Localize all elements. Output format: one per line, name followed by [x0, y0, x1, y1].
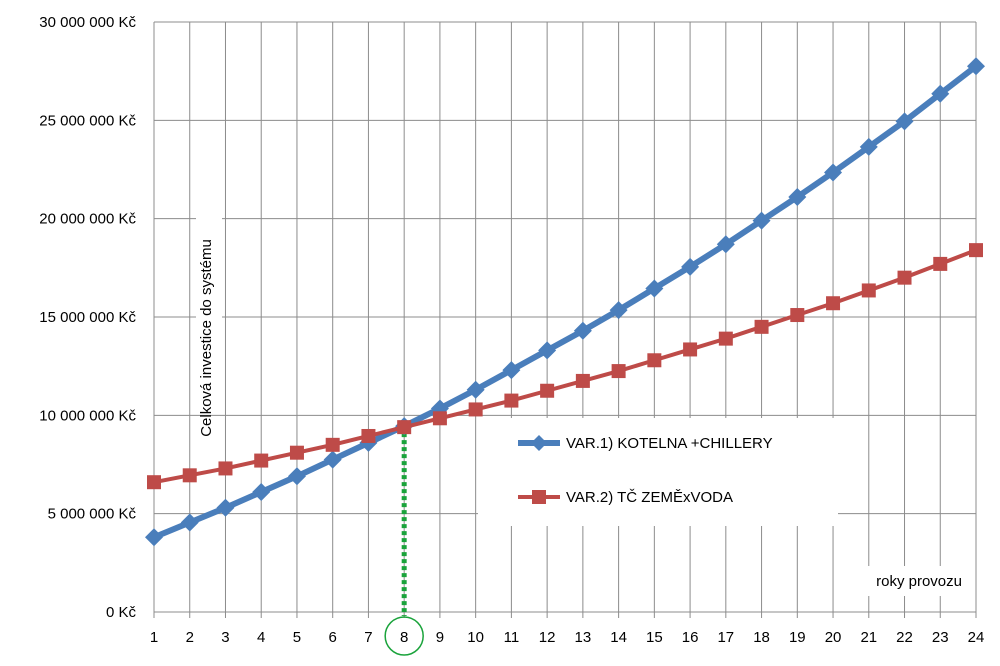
x-tick-label: 2: [186, 629, 194, 646]
x-tick-label: 19: [789, 629, 806, 646]
data-point-diamond: [502, 361, 521, 380]
data-point-square: [218, 461, 233, 476]
x-tick-label: 18: [753, 629, 770, 646]
data-point-square: [361, 428, 376, 443]
data-point-square: [147, 475, 161, 490]
legend-marker-square: [532, 490, 546, 504]
data-point-diamond: [145, 528, 163, 547]
x-tick-label: 3: [221, 629, 229, 646]
data-point-square: [933, 256, 948, 271]
data-point-diamond: [716, 235, 735, 254]
data-point-square: [861, 283, 876, 298]
data-point-diamond: [859, 137, 878, 156]
x-tick-label: 24: [968, 629, 985, 646]
data-point-diamond: [967, 57, 985, 76]
x-tick-label: 20: [825, 629, 842, 646]
x-tick-label: 22: [896, 629, 913, 646]
x-tick-label: 9: [436, 629, 444, 646]
legend-item-1: VAR.1) KOTELNA +CHILLERY: [518, 435, 773, 452]
series-2: [147, 243, 983, 490]
data-point-square: [432, 411, 447, 426]
data-point-square: [718, 331, 733, 346]
legend-background-layer: [196, 150, 970, 596]
data-point-diamond: [538, 341, 557, 360]
break-even-annotation: [384, 426, 424, 656]
x-axis-title-background: [836, 566, 970, 596]
grid-lines: [153, 21, 977, 618]
x-tick-label: 17: [717, 629, 734, 646]
y-tick-label: 5 000 000 Kč: [48, 506, 137, 523]
data-point-diamond: [931, 84, 950, 103]
legend-marker-diamond: [531, 435, 547, 451]
data-point-diamond: [466, 380, 485, 399]
data-point-diamond: [180, 513, 199, 532]
y-axis-title-background: [196, 150, 222, 360]
data-point-square: [325, 437, 340, 452]
x-tick-label: 11: [504, 629, 520, 646]
y-tick-label: 15 000 000 Kč: [39, 309, 136, 326]
x-tick-label: 7: [364, 629, 372, 646]
data-point-diamond: [573, 321, 592, 340]
x-tick-label: 12: [539, 629, 556, 646]
series-layer: [145, 57, 985, 547]
x-axis-title: roky provozu: [876, 573, 962, 590]
x-tick-label: 21: [860, 629, 877, 646]
data-point-square: [897, 270, 912, 285]
data-point-square: [504, 393, 519, 408]
x-tick-label: 8: [400, 629, 408, 646]
y-tick-label: 0 Kč: [106, 604, 137, 621]
legend-item-2: VAR.2) TČ ZEMĚxVODA: [518, 489, 733, 506]
data-point-square: [289, 445, 304, 460]
data-point-square: [611, 364, 626, 379]
data-point-diamond: [752, 211, 771, 230]
data-point-square: [790, 308, 805, 323]
data-point-square: [754, 319, 769, 334]
legend-label: VAR.1) KOTELNA +CHILLERY: [566, 435, 773, 452]
y-tick-label: 25 000 000 Kč: [39, 112, 136, 129]
y-tick-label: 10 000 000 Kč: [39, 407, 136, 424]
data-point-diamond: [824, 163, 843, 182]
break-even-year-circle: [384, 616, 424, 656]
data-point-square: [647, 353, 662, 368]
series-1: [145, 57, 985, 547]
y-axis-title: Celková investice do systému: [198, 239, 215, 437]
data-point-square: [397, 420, 412, 435]
data-point-diamond: [252, 483, 271, 502]
data-point-square: [969, 243, 983, 258]
data-point-square: [683, 342, 698, 357]
data-point-diamond: [681, 257, 700, 276]
data-point-square: [254, 453, 269, 468]
data-point-square: [575, 373, 590, 388]
data-point-square: [468, 402, 483, 417]
x-tick-label: 23: [932, 629, 949, 646]
x-tick-label: 15: [646, 629, 663, 646]
legend: VAR.1) KOTELNA +CHILLERY VAR.2) TČ ZEMĚxV…: [518, 435, 773, 506]
y-tick-label: 20 000 000 Kč: [39, 211, 136, 228]
y-tick-label: 30 000 000 Kč: [39, 14, 136, 31]
x-tick-label: 13: [575, 629, 592, 646]
data-point-diamond: [645, 279, 664, 298]
x-tick-label: 6: [329, 629, 337, 646]
data-point-square: [826, 296, 841, 311]
tick-labels: 0 Kč 5 000 000 Kč 10 000 000 Kč 15 000 000 …: [39, 14, 984, 646]
x-tick-label: 5: [293, 629, 301, 646]
data-point-square: [182, 468, 197, 483]
data-point-diamond: [216, 498, 235, 517]
data-point-square: [540, 383, 555, 398]
legend-label: VAR.2) TČ ZEMĚxVODA: [566, 489, 733, 506]
x-tick-label: 4: [257, 629, 265, 646]
x-tick-label: 1: [150, 629, 158, 646]
data-point-diamond: [788, 188, 807, 207]
x-tick-label: 16: [682, 629, 699, 646]
x-tick-label: 10: [467, 629, 484, 646]
data-point-diamond: [323, 450, 342, 469]
data-point-diamond: [287, 467, 306, 486]
data-point-diamond: [609, 301, 628, 320]
x-tick-label: 14: [610, 629, 627, 646]
data-point-diamond: [895, 112, 914, 131]
